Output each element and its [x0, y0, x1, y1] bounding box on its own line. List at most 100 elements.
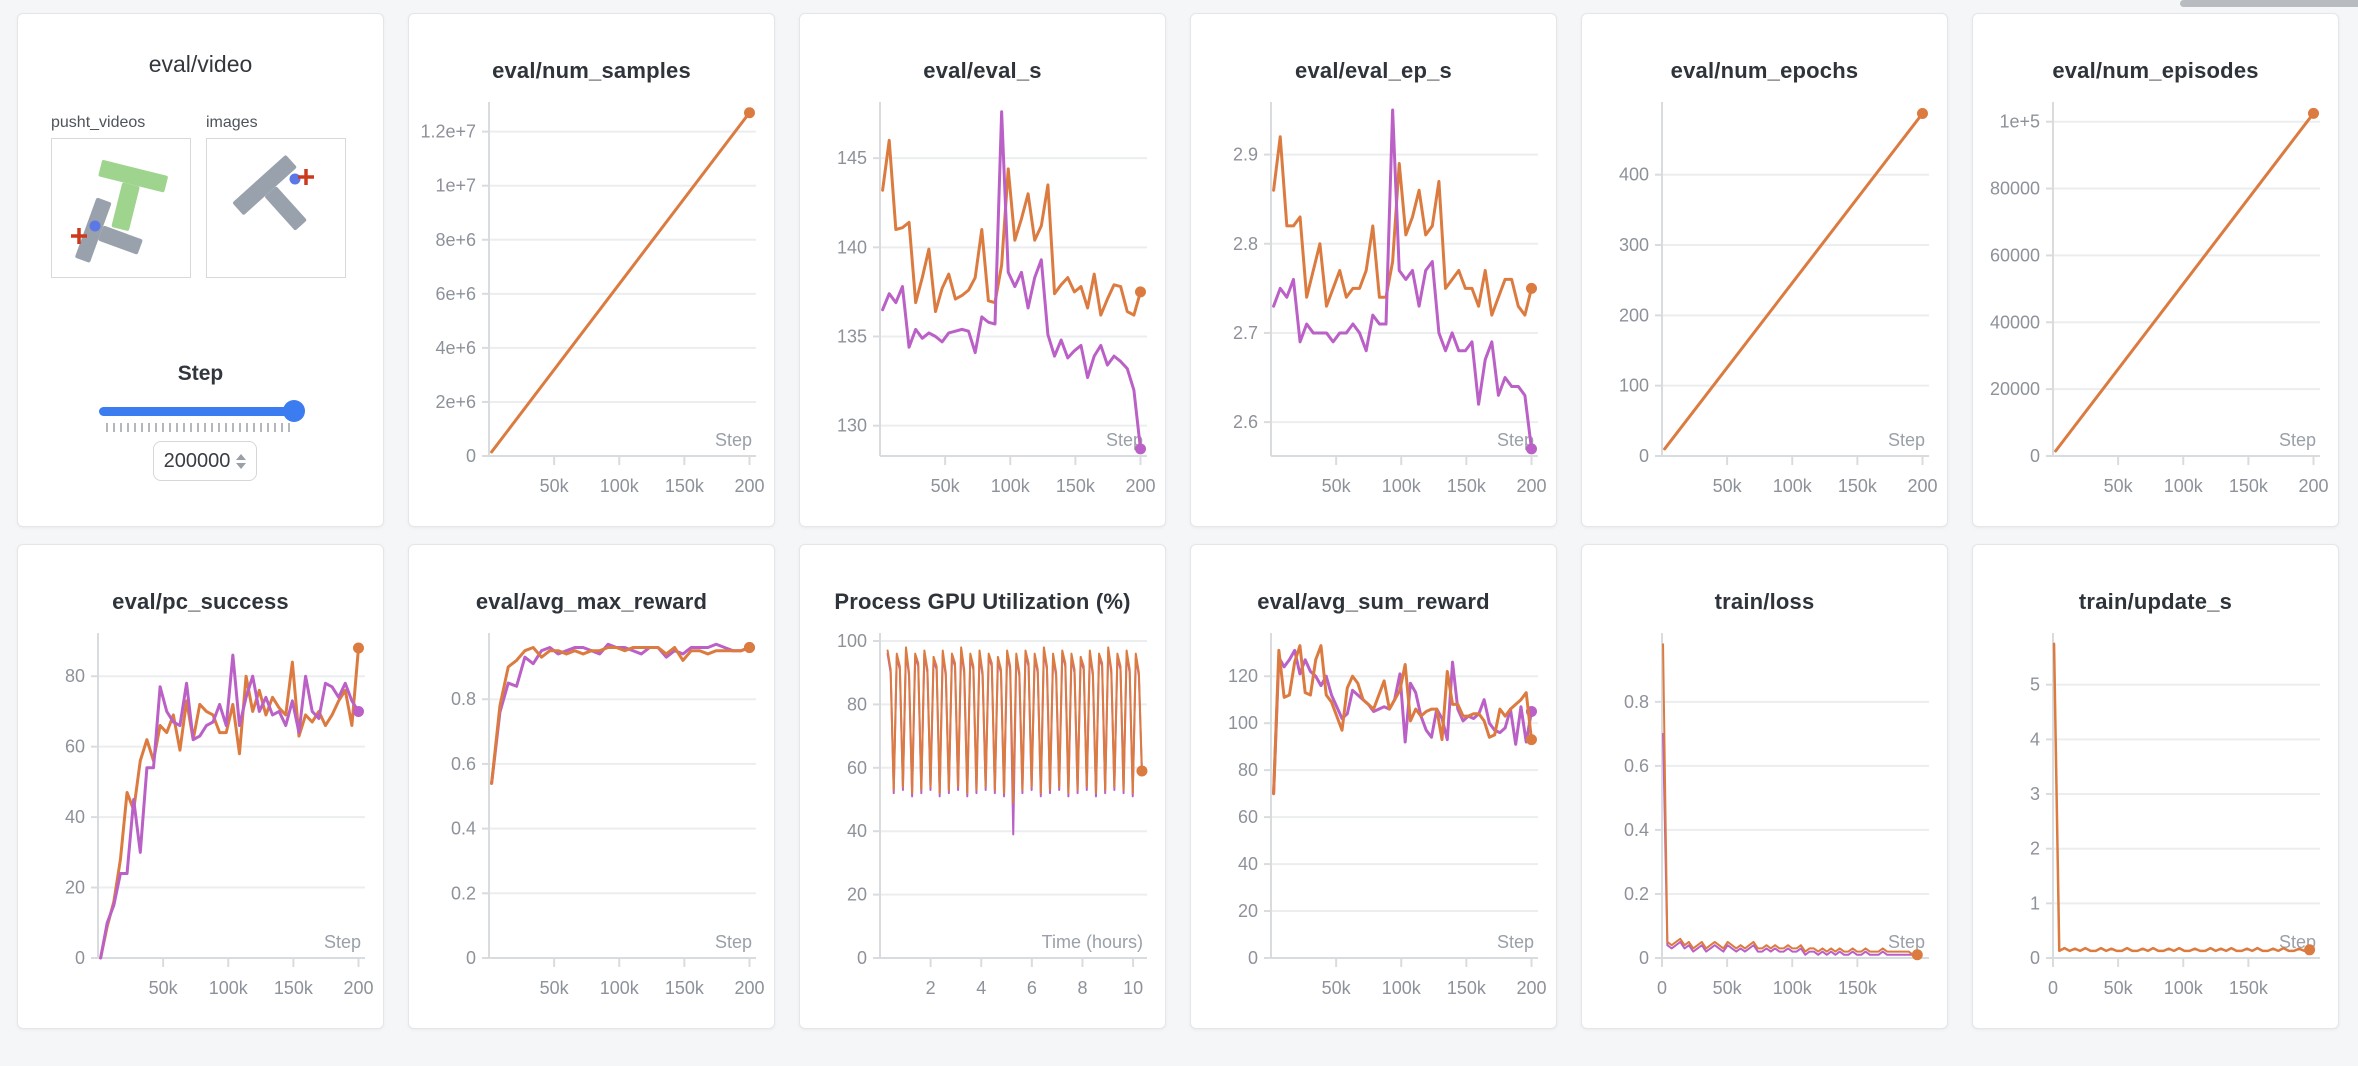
panel-eval-num-episodes: eval/num_episodes 0 20000 40000 60000 80000 1… [1972, 13, 2339, 527]
svg-text:0: 0 [75, 948, 85, 968]
horizontal-scrollbar[interactable] [2180, 0, 2358, 7]
svg-text:10: 10 [1123, 978, 1143, 998]
svg-text:50k: 50k [1713, 978, 1743, 998]
chart-canvas-eval-num-epochs[interactable]: 0 100 200 300 400 50k 100k 150k 200 Step [1592, 94, 1939, 518]
svg-text:100k: 100k [2164, 476, 2204, 496]
svg-text:0.2: 0.2 [451, 883, 476, 903]
svg-text:Step: Step [1497, 932, 1534, 952]
panel-eval-num-samples: eval/num_samples 0 2e+6 4e+6 6e+6 8e+6 1e+7 1.… [408, 13, 775, 527]
chart-title: eval/num_episodes [2052, 58, 2259, 83]
gray-t-shape [232, 155, 307, 231]
panels-grid: eval/video pusht_videos images [17, 13, 2339, 1029]
svg-text:100k: 100k [209, 978, 249, 998]
svg-text:40: 40 [1238, 854, 1258, 874]
pusht-video-thumbnail[interactable] [51, 138, 191, 278]
svg-text:0: 0 [2030, 948, 2040, 968]
panel-eval-eval-ep-s: eval/eval_ep_s 2.6 2.7 2.8 2.9 50k 100k 150k 20… [1190, 13, 1557, 527]
svg-text:100k: 100k [1773, 476, 1813, 496]
svg-text:40: 40 [847, 821, 867, 841]
svg-text:40: 40 [65, 807, 85, 827]
chart-canvas-eval-avg-sum-reward[interactable]: 0 20 40 60 80 100 120 50k 100k 150k 200 Step [1201, 625, 1548, 1020]
svg-text:150k: 150k [2229, 978, 2269, 998]
chart-title: train/loss [1714, 589, 1815, 614]
chart-canvas-eval-avg-max-reward[interactable]: 0 0.2 0.4 0.6 0.8 50k 100k 150k 200 Step [419, 625, 766, 1020]
svg-text:80: 80 [65, 666, 85, 686]
svg-text:200: 200 [1516, 978, 1546, 998]
goal-cross-icon [298, 169, 314, 185]
svg-text:Step: Step [1497, 430, 1534, 450]
svg-text:40000: 40000 [1990, 312, 2040, 332]
agent-dot-icon [89, 220, 101, 232]
svg-text:20000: 20000 [1990, 379, 2040, 399]
chart-title: eval/eval_ep_s [1295, 58, 1452, 83]
images-scene-drawing [232, 155, 314, 231]
svg-text:0: 0 [2048, 978, 2058, 998]
svg-text:Step: Step [324, 932, 361, 952]
svg-text:0: 0 [1248, 948, 1258, 968]
chart-title: eval/eval_s [923, 58, 1042, 83]
svg-text:0: 0 [857, 948, 867, 968]
panel-gpu-utilization: Process GPU Utilization (%) 0 20 40 60 80 100… [799, 544, 1166, 1029]
chart-canvas-eval-num-samples[interactable]: 0 2e+6 4e+6 6e+6 8e+6 1e+7 1.2e+7 50k 100k 150k 20… [419, 94, 766, 518]
svg-text:50k: 50k [2104, 476, 2134, 496]
step-number-input[interactable]: 200000 [153, 441, 257, 481]
panel-train-update-s: train/update_s 0 1 2 3 4 5 0 50k 100k 150k Step [1972, 544, 2339, 1029]
spinner-down-icon[interactable] [236, 462, 247, 469]
svg-text:0: 0 [466, 948, 476, 968]
svg-text:200: 200 [343, 978, 373, 998]
svg-text:120: 120 [1228, 666, 1258, 686]
svg-text:150k: 150k [1447, 978, 1487, 998]
svg-text:50k: 50k [1322, 978, 1352, 998]
svg-text:50k: 50k [149, 978, 179, 998]
chart-canvas-train-loss[interactable]: 0 0.2 0.4 0.6 0.8 0 50k 100k 150k Step [1592, 625, 1939, 1020]
svg-text:0.6: 0.6 [451, 754, 476, 774]
svg-text:0.4: 0.4 [1624, 820, 1649, 840]
step-slider[interactable] [99, 400, 305, 422]
svg-text:8: 8 [1077, 978, 1087, 998]
svg-text:50k: 50k [540, 476, 570, 496]
svg-text:2.9: 2.9 [1233, 145, 1258, 165]
svg-text:150k: 150k [274, 978, 314, 998]
svg-text:200: 200 [2298, 476, 2328, 496]
svg-text:0: 0 [1639, 446, 1649, 466]
chart-title: eval/avg_max_reward [475, 589, 708, 614]
svg-text:0: 0 [1639, 948, 1649, 968]
chart-canvas-eval-eval-s[interactable]: 130 135 140 145 50k 100k 150k 200 Step [810, 94, 1157, 518]
svg-text:50k: 50k [2104, 978, 2134, 998]
chart-canvas-eval-eval-ep-s[interactable]: 2.6 2.7 2.8 2.9 50k 100k 150k 200 Step [1201, 94, 1548, 518]
goal-cross-icon [71, 228, 87, 244]
svg-text:20: 20 [65, 878, 85, 898]
svg-text:50k: 50k [931, 476, 961, 496]
svg-text:2: 2 [926, 978, 936, 998]
chart-title: eval/pc_success [112, 589, 289, 614]
chart-title: eval/num_epochs [1670, 58, 1859, 83]
chart-title: train/update_s [2078, 589, 2233, 614]
spinner-up-icon[interactable] [236, 453, 247, 460]
svg-text:100: 100 [1228, 713, 1258, 733]
svg-text:80000: 80000 [1990, 179, 2040, 199]
step-slider-knob[interactable] [283, 400, 305, 422]
svg-text:0: 0 [1657, 978, 1667, 998]
svg-text:8e+6: 8e+6 [435, 230, 476, 250]
images-thumbnail[interactable] [206, 138, 346, 278]
chart-canvas-gpu-utilization[interactable]: 0 20 40 60 80 100 2 4 6 8 10 Time (hours) [810, 625, 1157, 1020]
svg-text:100k: 100k [1382, 978, 1422, 998]
svg-text:0.4: 0.4 [451, 819, 476, 839]
chart-canvas-train-update-s[interactable]: 0 1 2 3 4 5 0 50k 100k 150k Step [1983, 625, 2330, 1020]
svg-text:0.8: 0.8 [1624, 692, 1649, 712]
svg-text:130: 130 [837, 416, 867, 436]
svg-text:300: 300 [1619, 235, 1649, 255]
svg-text:100k: 100k [1382, 476, 1422, 496]
svg-text:20: 20 [1238, 901, 1258, 921]
svg-text:60: 60 [847, 758, 867, 778]
svg-text:2e+6: 2e+6 [435, 392, 476, 412]
svg-text:0.8: 0.8 [451, 689, 476, 709]
chart-canvas-eval-pc-success[interactable]: 0 20 40 60 80 50k 100k 150k 200 Step [28, 625, 375, 1020]
svg-text:6: 6 [1027, 978, 1037, 998]
svg-text:1: 1 [2030, 893, 2040, 913]
media-panel-title: eval/video [148, 51, 253, 77]
panel-train-loss: train/loss 0 0.2 0.4 0.6 0.8 0 50k 100k 150k Step [1581, 544, 1948, 1029]
step-input-value: 200000 [163, 449, 231, 472]
svg-text:0.2: 0.2 [1624, 884, 1649, 904]
chart-canvas-eval-num-episodes[interactable]: 0 20000 40000 60000 80000 1e+5 50k 100k 150k 200 S… [1983, 94, 2330, 518]
